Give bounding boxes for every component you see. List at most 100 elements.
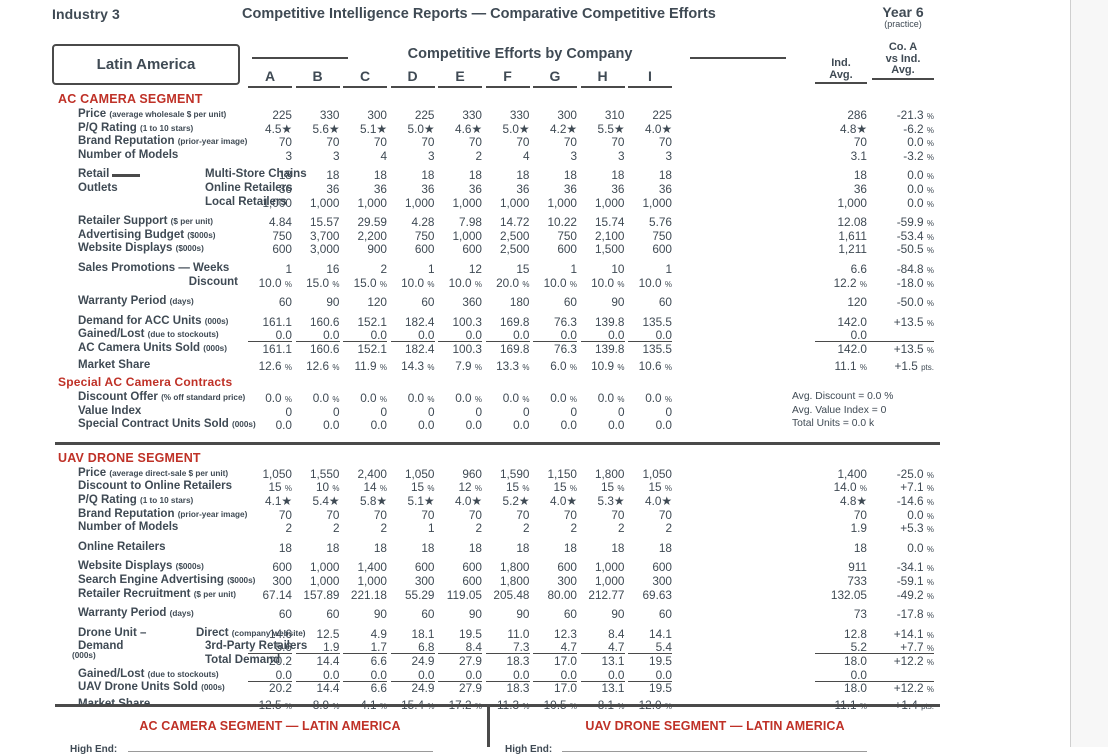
ind-avg-cell: 6.6	[850, 261, 867, 276]
cell-b: 16	[326, 261, 340, 276]
cell-i: 5.4	[628, 640, 672, 655]
row-label-text: Value Index	[78, 404, 142, 417]
cell-h: 4.7	[580, 640, 625, 655]
cell-h: 15 %	[600, 480, 625, 495]
sales-promotions-weeks-label: Sales Promotions — Weeks	[78, 261, 230, 274]
ind-avg-cell: 1,211	[838, 242, 867, 257]
ind-avg-cell: 12.08	[837, 215, 867, 230]
cell-b: 5.4★	[312, 494, 340, 509]
row-label: UAV Drone Units Sold (000s)	[78, 681, 225, 693]
table-row: Demand for ACC Units (000s) 161.1 160.6 152…	[0, 315, 1070, 329]
cell-f: 70	[516, 135, 530, 150]
table-row: Number of Models 3 3 4 3 2 4 3 3 3 3.1 -3.2 %	[0, 149, 1070, 163]
cell-h: 1,000	[594, 195, 625, 210]
cell-d: 600	[414, 242, 435, 257]
row-label-unit: (due to stockouts)	[147, 669, 219, 679]
cell-c: 36	[373, 181, 387, 196]
cell-c: 2	[380, 521, 387, 536]
cell-f: 18.3	[506, 681, 530, 696]
cell-i: 60	[658, 607, 672, 622]
column-header-i: I	[628, 68, 672, 88]
cell-i: 0.0	[655, 418, 672, 433]
cell-i: 0.0 %	[645, 391, 672, 406]
cell-g: 1	[570, 261, 577, 276]
coa-cell: -50.5 %	[896, 242, 934, 257]
cell-a: 20.2	[269, 654, 292, 668]
cell-a: 1	[285, 261, 292, 276]
cell-b: 2	[332, 521, 340, 536]
cell-h: 139.8	[594, 314, 625, 329]
cell-d: 70	[421, 135, 435, 150]
cell-f: 20.0 %	[496, 275, 530, 290]
column-header-c: C	[343, 68, 387, 88]
cell-c: 0.0	[343, 668, 387, 682]
cell-e: 1,000	[452, 195, 482, 210]
cell-h: 0	[617, 404, 625, 419]
row-label-text: Retailer Support	[78, 215, 168, 228]
table-row: Warranty Period (days) 60 90 120 60 360 180 60 9…	[0, 295, 1070, 309]
cell-g: 70	[563, 507, 577, 522]
cell-i: 70	[658, 507, 672, 522]
row-label-text: Advertising Budget	[78, 228, 185, 241]
table-row: P/Q Rating (1 to 10 stars) 4.1★ 5.4★ 5.8★ 5.…	[0, 494, 1070, 508]
row-label: Number of Models	[78, 521, 178, 533]
cell-h: 10.9 %	[591, 358, 625, 373]
row-label: Advertising Budget ($000s)	[78, 229, 216, 241]
cell-h: 10	[611, 261, 625, 276]
cell-a: 18	[278, 540, 292, 555]
table-row: Price (average wholesale $ per unit) 225 3…	[0, 108, 1070, 122]
coa-cell: 0.0 %	[907, 168, 934, 183]
cell-c: 1,400	[357, 560, 387, 575]
row-label-unit: (000s)	[232, 420, 256, 430]
cell-d: 18.1	[411, 626, 435, 641]
cell-f: 90	[516, 607, 530, 622]
row-label-unit: ($000s)	[175, 562, 204, 572]
row-label-unit: (days)	[169, 297, 194, 307]
cell-c: 29.59	[357, 215, 387, 230]
region-selector[interactable]: Latin America	[52, 44, 240, 85]
cell-d: 18	[421, 168, 435, 183]
cell-c: 1,000	[357, 195, 387, 210]
row-label: Gained/Lost (due to stockouts)	[78, 668, 219, 680]
page-scroll-gutter[interactable]	[1070, 0, 1108, 747]
cell-h: 1,500	[594, 242, 625, 257]
cell-a: 36	[278, 181, 292, 196]
cell-d: 3	[427, 148, 435, 163]
row-label: Search Engine Advertising ($000s)	[78, 574, 255, 586]
cell-f: 15 %	[505, 480, 530, 495]
coa-line3: Avg.	[891, 64, 915, 76]
coa-cell: -59.9 %	[896, 215, 934, 230]
coa-cell: +13.5 %	[893, 314, 934, 329]
cell-h: 90	[611, 607, 625, 622]
coa-cell: 0.0 %	[907, 507, 934, 522]
cell-h: 212.77	[588, 587, 625, 602]
cell-f: 0.0	[485, 668, 530, 682]
cell-f: 169.8	[499, 341, 530, 356]
table-row: Retailer Support ($ per unit) 4.84 15.57 29…	[0, 215, 1070, 229]
cell-b: 0.0	[295, 668, 340, 682]
table-row: Website Displays ($000s) 600 1,000 1,400 600…	[0, 560, 1070, 574]
data-sheet: AC CAMERA SEGMENT Price (average wholesal…	[0, 92, 1070, 712]
drone-demand-label-units: (000s)	[72, 651, 96, 660]
cell-f: 11.0	[507, 626, 530, 641]
row-label-unit: (prior-year image)	[177, 509, 248, 519]
cell-e: 18	[468, 168, 482, 183]
row-label-text: P/Q Rating	[78, 121, 137, 134]
ind-avg-header: Ind. Avg.	[815, 57, 867, 84]
cell-i: 60	[658, 295, 672, 310]
cell-e: 2	[475, 148, 482, 163]
row-label-unit: ($000s)	[187, 230, 216, 240]
coa-cell: -14.6 %	[896, 494, 934, 509]
ind-avg-cell: 11.1 %	[834, 358, 868, 373]
row-label-text: AC Camera Units Sold	[78, 341, 201, 354]
cell-a: 4.1★	[265, 494, 292, 509]
column-header-b: B	[295, 68, 340, 88]
coa-cell: +14.1 %	[893, 626, 934, 641]
cell-c: 2,200	[357, 228, 387, 243]
row-gap	[0, 432, 1070, 442]
cell-d: 4.28	[411, 215, 435, 230]
ac-segment-title: AC CAMERA SEGMENT	[58, 92, 203, 106]
table-row: Discount Offer (% off standard price) 0.0…	[0, 391, 1070, 405]
cell-e: 0	[475, 404, 482, 419]
table-row: Special Contract Units Sold (000s) 0.0 0.0…	[0, 418, 1070, 432]
